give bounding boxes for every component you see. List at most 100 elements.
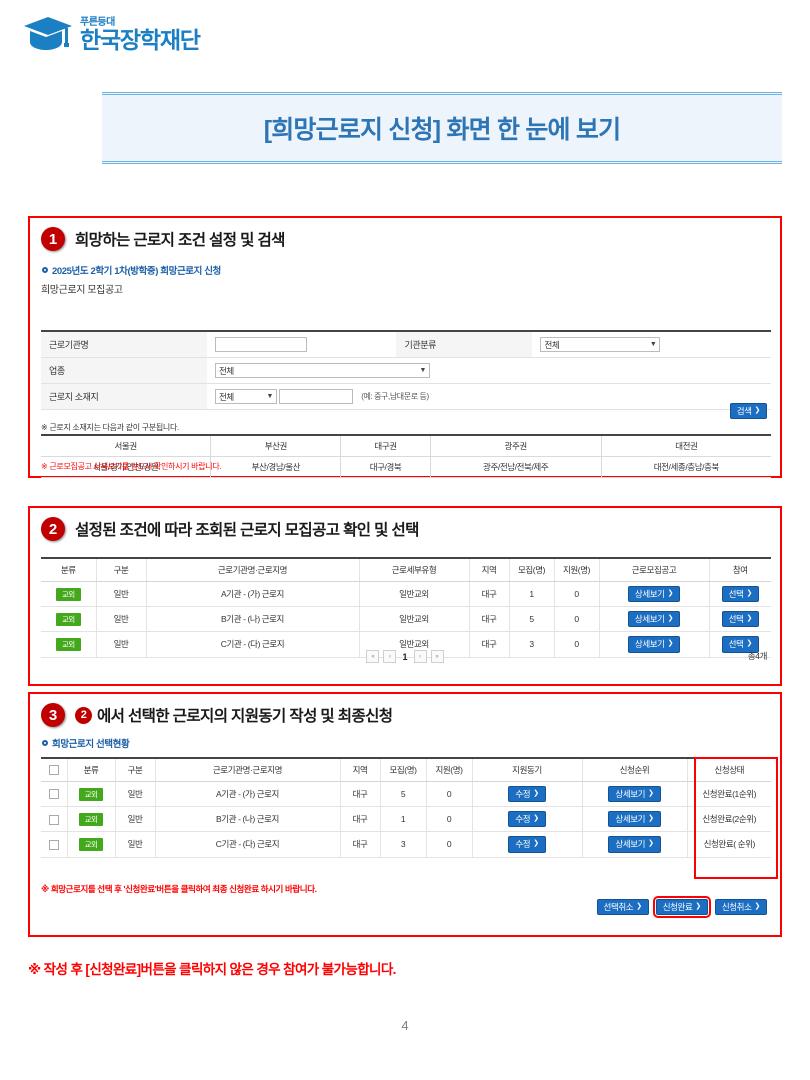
cell-region: 대구: [339, 806, 380, 833]
bullet-dot-icon: [42, 740, 48, 746]
section-1-bullet: 2025년도 2학기 1차(방학중) 희망근로지 신청: [30, 263, 780, 277]
view-detail-button[interactable]: 상세보기 ❯: [627, 636, 681, 653]
cell-join: 선택 ❯: [708, 581, 771, 608]
cell-row-checkbox[interactable]: [41, 781, 67, 808]
category-badge: 교외: [78, 837, 104, 851]
th-notice: 근로모집공고: [598, 557, 709, 582]
cell-priority: 상세보기 ❯: [581, 806, 687, 833]
cell-status: 신청완료(1순위): [686, 781, 771, 808]
view-detail-button[interactable]: 상세보기 ❯: [627, 586, 681, 603]
logo-main-text: 한국장학재단: [80, 27, 201, 53]
row-checkbox[interactable]: [48, 839, 59, 850]
chevron-right-icon: ❯: [746, 589, 752, 597]
chevron-right-icon: ❯: [636, 902, 642, 910]
region-note-text: ※ 근로지 소재지는 다음과 같이 구분됩니다.: [41, 423, 179, 432]
search-button[interactable]: 검색 ❯: [729, 403, 767, 420]
cell-applied-count: 0: [553, 631, 599, 658]
table-header-row: 분류 구분 근로기관명·근로지명 근로세부유형 지역 모집(명) 지원(명) 근…: [41, 557, 771, 582]
cell-row-checkbox[interactable]: [41, 806, 67, 833]
cell-notice: 상세보기 ❯: [598, 606, 709, 633]
pagination-last-button[interactable]: »: [430, 650, 444, 663]
cell-priority: 상세보기 ❯: [581, 831, 687, 858]
cell-join: 선택 ❯: [708, 606, 771, 633]
search-button-label: 검색: [736, 406, 752, 416]
cell-region: 대구: [468, 631, 509, 658]
cell-type: 일반: [95, 606, 146, 633]
select-all-checkbox[interactable]: [48, 765, 59, 776]
pagination-prev-button[interactable]: ‹: [383, 650, 397, 663]
th-region: 지역: [339, 757, 380, 782]
institution-category-select[interactable]: 전체 ▼: [540, 337, 661, 352]
complete-application-label: 신청완료: [662, 902, 693, 912]
cell-motivation: 수정 ❯: [471, 831, 582, 858]
view-detail-button[interactable]: 상세보기 ❯: [627, 611, 681, 628]
cell-category: 교외: [41, 606, 96, 633]
chevron-right-icon: ❯: [667, 589, 674, 597]
category-badge: 교외: [78, 787, 104, 801]
cell-row-checkbox[interactable]: [41, 831, 67, 858]
select-button[interactable]: 선택 ❯: [721, 586, 759, 603]
label-institution-category: 기관분류: [396, 330, 533, 358]
section-3-header: 3 2 에서 선택한 근로지의 지원동기 작성 및 최종신청: [30, 694, 780, 727]
row-checkbox[interactable]: [48, 789, 59, 800]
cancel-application-button[interactable]: 신청취소 ❯: [714, 899, 767, 916]
priority-detail-button[interactable]: 상세보기 ❯: [608, 811, 661, 828]
complete-application-button[interactable]: 신청완료 ❯: [652, 895, 711, 919]
chevron-right-icon: ❯: [695, 902, 701, 910]
chevron-down-icon: ▼: [419, 367, 426, 374]
pagination-current-page[interactable]: 1: [402, 651, 408, 662]
cell-place-name: A기관 - (가) 근로지: [154, 781, 340, 808]
logo-sub-text: 푸른등대: [80, 17, 115, 28]
edit-motivation-button[interactable]: 수정 ❯: [508, 786, 546, 803]
work-location-hint: (예: 중구,남대문로 등): [361, 391, 429, 401]
chevron-right-icon: ❯: [754, 406, 761, 414]
industry-select[interactable]: 전체 ▼: [215, 363, 430, 378]
pagination: « ‹ 1 › »: [30, 650, 780, 663]
chevron-right-icon: ❯: [648, 840, 654, 848]
cancel-selection-button[interactable]: 선택취소 ❯: [596, 899, 649, 916]
region-header-cell: 서울권: [41, 434, 211, 457]
select-label: 선택: [728, 639, 744, 650]
row-checkbox[interactable]: [48, 814, 59, 825]
cell-join: 선택 ❯: [708, 631, 771, 658]
section-3-note: ※ 희망근로지를 선택 후 '신청완료'버튼을 클릭하여 최종 신청완료 하시기…: [41, 884, 317, 894]
edit-motivation-button[interactable]: 수정 ❯: [508, 811, 546, 828]
cell-type: 일반: [95, 631, 146, 658]
priority-detail-button[interactable]: 상세보기 ❯: [608, 836, 661, 853]
table-row: 교외 일반 B기관 - (나) 근로지 일반교외 대구 5 0 상세보기 ❯ 선택…: [41, 606, 771, 633]
region-classification-table: 서울권 부산권 대구권 광주권 대전권 서울/경기/인천/강원 부산/경남/울산…: [41, 434, 771, 478]
select-button[interactable]: 선택 ❯: [721, 611, 759, 628]
cell-place-name: B기관 - (나) 근로지: [154, 806, 340, 833]
cell-category: 교외: [66, 781, 115, 808]
view-detail-label: 상세보기: [634, 589, 665, 599]
cell-place-name: C기관 - (다) 근로지: [145, 631, 359, 658]
cell-recruit-count: 5: [379, 781, 426, 808]
cell-type: 일반: [95, 581, 146, 608]
work-location-select[interactable]: 전체 ▼: [215, 389, 277, 404]
chevron-down-icon: ▼: [266, 393, 273, 400]
cell-recruit-count: 1: [379, 806, 426, 833]
select-button[interactable]: 선택 ❯: [721, 636, 759, 653]
th-recruit-count: 모집(명): [379, 757, 426, 782]
th-priority: 신청순위: [581, 757, 687, 782]
category-badge: 교외: [55, 612, 81, 626]
pagination-first-button[interactable]: «: [366, 650, 380, 663]
cell-motivation: 수정 ❯: [471, 806, 582, 833]
total-count-label: 총4개: [747, 651, 768, 661]
page-title: [희망근로지 신청] 화면 한 눈에 보기: [263, 116, 621, 144]
institution-name-input[interactable]: [215, 337, 307, 352]
edit-motivation-button[interactable]: 수정 ❯: [508, 836, 546, 853]
th-select-all[interactable]: [41, 757, 67, 782]
cell-type: 일반: [114, 806, 155, 833]
cell-category: 교외: [66, 831, 115, 858]
th-place-name: 근로기관명·근로지명: [154, 757, 340, 782]
pagination-next-button[interactable]: ›: [413, 650, 427, 663]
industry-value: 전체: [219, 365, 234, 376]
cell-category: 교외: [41, 631, 96, 658]
priority-detail-button[interactable]: 상세보기 ❯: [608, 786, 661, 803]
chevron-right-icon: ❯: [533, 789, 539, 797]
work-location-detail-input[interactable]: [279, 389, 354, 404]
selected-workplace-table: 분류 구분 근로기관명·근로지명 지역 모집(명) 지원(명) 지원동기 신청순…: [41, 757, 771, 858]
section-3-inline-badge: 2: [75, 706, 92, 724]
site-logo: 푸른등대 한국장학재단: [22, 14, 201, 54]
